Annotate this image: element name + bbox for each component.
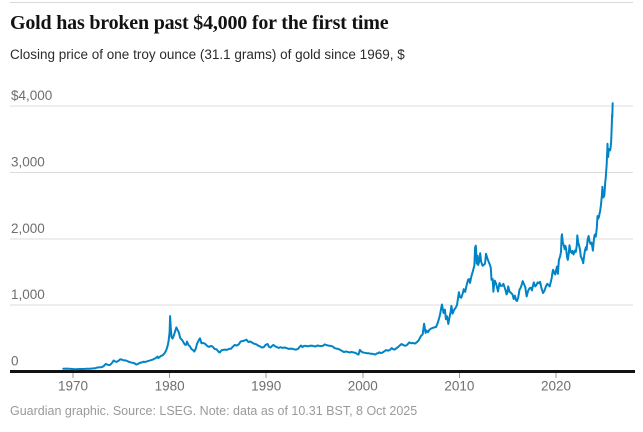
x-axis-label: 2000 bbox=[348, 379, 378, 394]
chart-title: Gold has broken past $4,000 for the firs… bbox=[10, 12, 389, 34]
top-rule-divider bbox=[10, 2, 633, 3]
y-axis-label: 0 bbox=[11, 354, 19, 369]
gold-price-line bbox=[62, 102, 614, 371]
x-axis-label: 1970 bbox=[58, 379, 88, 394]
y-axis-label: 3,000 bbox=[11, 154, 45, 169]
source-note: Guardian graphic. Source: LSEG. Note: da… bbox=[10, 404, 418, 418]
x-axis-label: 2020 bbox=[541, 379, 571, 394]
chart-subtitle: Closing price of one troy ounce (31.1 gr… bbox=[10, 47, 405, 62]
x-axis-label: 1980 bbox=[155, 379, 185, 394]
y-axis-label: 2,000 bbox=[11, 221, 45, 236]
y-axis-label: 1,000 bbox=[11, 287, 45, 302]
x-axis-label: 2010 bbox=[444, 379, 474, 394]
y-axis-label: $4,000 bbox=[11, 88, 52, 103]
x-axis-label: 1990 bbox=[251, 379, 281, 394]
